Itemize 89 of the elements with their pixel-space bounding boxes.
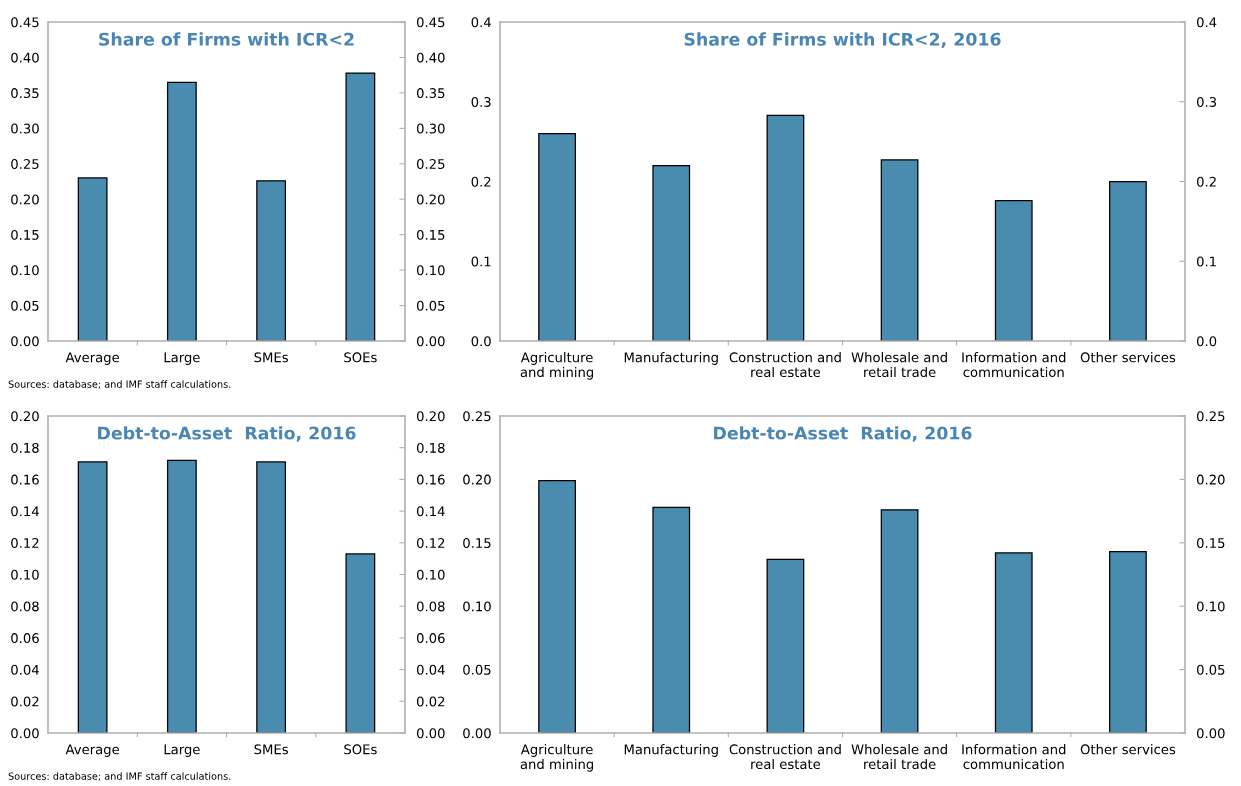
y-tick-label: 0.25 (463, 411, 491, 422)
y2-tick-label: 0.0 (1196, 336, 1217, 347)
bar (994, 200, 1033, 341)
bar (1109, 551, 1147, 733)
y-tick-label: 0.20 (463, 474, 491, 485)
x-tick-label: SMEs (254, 352, 288, 363)
bar (652, 506, 691, 733)
bar (256, 180, 287, 341)
y-tick-label: 0.02 (11, 696, 39, 707)
bar (766, 558, 805, 733)
bar (880, 159, 919, 341)
chart-title: Share of Firms with ICR<2 (99, 32, 354, 46)
y2-tick-label: 0.00 (1196, 728, 1225, 739)
bar (77, 461, 108, 733)
x-tick-label: Large (164, 744, 200, 757)
bar (880, 509, 919, 733)
x-tick-label: Information and communication (962, 744, 1066, 770)
y2-tick-label: 0.4 (1196, 17, 1217, 28)
x-tick-label: Wholesale and retail trade (851, 352, 947, 378)
y-tick-label: 0.05 (463, 664, 491, 675)
source-note: Sources: database; and IMF staff calculations. (8, 772, 231, 781)
y-tick-label: 0.16 (11, 474, 39, 485)
y-tick-label: 0.4 (471, 17, 491, 28)
y2-tick-label: 0.25 (1196, 411, 1225, 422)
y-tick-label: 0.05 (416, 300, 445, 311)
y-tick-label: 0.35 (416, 88, 445, 99)
source-note: Sources: database; and IMF staff calculations. (8, 380, 231, 389)
x-tick-label: Construction and real estate (729, 744, 841, 770)
bar (345, 553, 376, 733)
x-tick-label: Large (164, 352, 200, 365)
x-tick-label: SOEs (344, 744, 377, 755)
y-tick-label: 0.06 (11, 633, 39, 644)
y2-tick-label: 0.3 (1196, 96, 1217, 107)
y-tick-label: 0.1 (471, 256, 491, 267)
y-tick-label: 0.08 (11, 601, 39, 612)
y-tick-label: 0.15 (416, 229, 445, 240)
bar (345, 72, 376, 341)
y-tick-label: 0.04 (11, 664, 39, 675)
bar (256, 461, 287, 733)
bar (652, 164, 691, 341)
y2-tick-label: 0.1 (1196, 256, 1216, 267)
x-tick-label: Other services (1080, 352, 1176, 363)
y-tick-label: 0.00 (416, 336, 445, 347)
x-tick-label: Information and communication (962, 352, 1066, 378)
x-tick-label: Construction and real estate (729, 352, 841, 378)
x-tick-label: Average (65, 352, 120, 365)
text: Share of Firms with ICR<2, 2016 (684, 32, 1001, 49)
y-tick-label: 0.12 (11, 538, 39, 548)
y-tick-label: 0.10 (416, 265, 445, 276)
y2-tick-label: 0.10 (1196, 601, 1225, 612)
y2-tick-label: 0.15 (1196, 538, 1225, 548)
y-tick-label: 0.3 (471, 96, 491, 107)
bar (766, 114, 805, 341)
x-tick-label: Average (65, 744, 120, 757)
y-tick-label: 0.2 (471, 176, 491, 187)
y2-tick-label: 0.2 (1196, 176, 1216, 187)
text: Debt-to-Asset Ratio, 2016 (714, 426, 972, 442)
y-tick-label: 0.10 (463, 601, 491, 612)
x-tick-label: SOEs (344, 352, 377, 363)
x-tick-label: Agriculture and mining (520, 744, 594, 772)
y-tick-label: 0.15 (463, 538, 491, 548)
x-tick-label: Wholesale and retail trade (851, 744, 947, 770)
bar (994, 552, 1033, 733)
bar (77, 177, 108, 341)
x-tick-label: Agriculture and mining (520, 352, 594, 380)
y-tick-label: 0.20 (11, 411, 39, 422)
bar (1109, 180, 1147, 341)
x-tick-label: SMEs (254, 744, 288, 755)
y2-tick-label: 0.20 (1196, 474, 1225, 485)
x-tick-label: Other services (1080, 744, 1176, 755)
y-tick-label: 0.45 (416, 17, 445, 28)
y-tick-label: 0.00 (463, 728, 491, 739)
x-tick-label: Manufacturing (624, 352, 718, 365)
bar (538, 480, 576, 733)
x-tick-label: Manufacturing (624, 744, 718, 757)
bar (166, 81, 197, 341)
y-tick-label: 0.20 (416, 194, 445, 205)
y-tick-label: 0.00 (11, 728, 39, 739)
y-tick-label: 0.30 (416, 123, 445, 134)
y-tick-label: 0.25 (416, 159, 445, 169)
bar (538, 133, 576, 341)
y-tick-label: 0.18 (11, 442, 39, 453)
y-tick-label: 0.0 (471, 336, 491, 347)
y-tick-label: 0.14 (11, 506, 39, 517)
y2-tick-label: 0.05 (1196, 664, 1225, 675)
y-tick-label: 0.10 (11, 569, 39, 580)
y-tick-label: 0.40 (416, 52, 445, 63)
bar (166, 459, 197, 733)
text: Debt-to-Asset Ratio, 2016 (98, 426, 356, 442)
